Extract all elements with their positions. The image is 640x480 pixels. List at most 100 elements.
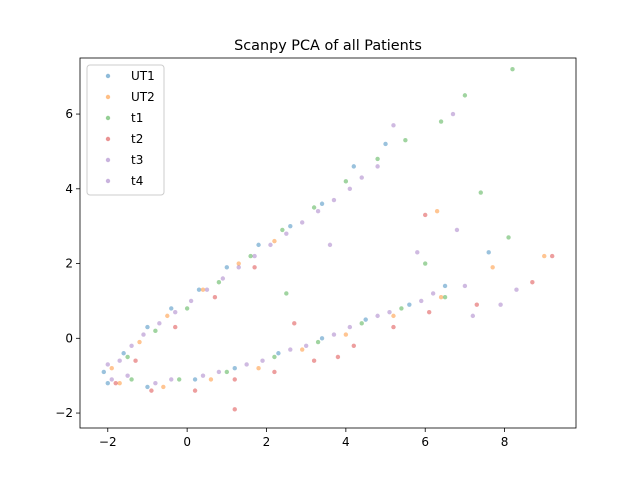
data-point [256,366,261,371]
legend-label: t4 [131,174,143,188]
data-point [137,339,142,345]
data-point [462,93,468,98]
data-point [375,164,380,169]
data-point [490,265,495,270]
legend-label: UT1 [131,69,155,83]
data-point [486,250,491,255]
x-tick-label: 4 [342,435,350,449]
data-point [169,306,174,311]
legend-label: t1 [131,111,143,125]
data-point [113,380,118,386]
data-point [208,377,214,382]
data-point [204,287,210,292]
data-point [391,123,396,128]
data-point [315,339,321,345]
data-point [327,242,333,248]
data-point [145,324,150,330]
data-point [188,298,194,304]
data-point [391,324,396,330]
data-point [315,209,321,214]
data-point [260,358,265,363]
data-point [387,309,392,315]
data-point [272,354,277,360]
legend-marker [105,73,111,79]
data-point [300,347,305,352]
data-point [426,309,432,315]
data-point [399,306,404,311]
data-point [343,179,349,184]
data-point [272,238,277,244]
data-point [375,313,380,319]
data-point [375,156,380,162]
data-point [173,309,178,315]
data-point [450,111,456,117]
data-point [284,231,289,236]
data-point [232,366,237,371]
x-tick-label: 8 [501,435,509,449]
y-tick-label: −2 [55,406,73,420]
data-point [224,265,230,270]
legend-marker [105,94,111,100]
data-point [415,250,420,255]
data-point [434,209,440,214]
data-point [101,369,107,375]
data-point [454,227,460,233]
data-point [272,369,277,375]
data-point [276,351,281,356]
data-point [442,294,448,300]
legend: UT1 UT2 t1 t2 t3 t4 [86,64,165,196]
data-point [331,332,337,337]
points-layer [101,67,555,412]
data-point [403,138,408,143]
data-point [236,261,241,266]
data-point [200,373,206,378]
x-axis: −2 0 2 4 6 8 [99,428,508,449]
y-tick-label: 0 [65,331,73,345]
x-tick-label: 0 [183,435,191,449]
data-point [549,253,555,259]
data-point [121,351,126,356]
data-point [196,287,202,292]
data-point [232,407,237,412]
data-point [288,347,293,352]
data-point [232,377,237,382]
data-point [351,164,356,169]
data-point [252,265,257,270]
data-point [347,186,353,192]
data-point [335,354,341,360]
data-point [145,384,150,390]
data-point [300,220,305,225]
data-point [347,324,353,330]
data-point [129,377,134,382]
data-point [252,253,257,259]
data-point [514,287,519,292]
data-point [319,336,325,341]
data-point [200,287,206,292]
y-tick-label: 2 [65,257,73,271]
data-point [311,205,317,210]
data-point [292,321,297,326]
data-point [331,197,337,203]
data-point [419,298,424,304]
data-point [319,201,325,206]
data-point [248,253,253,259]
data-point [343,332,349,337]
data-point [153,380,158,386]
data-point [407,302,412,307]
data-point [462,283,468,289]
data-point [165,313,170,319]
legend-box [86,64,165,196]
data-point [391,313,396,319]
chart-title: Scanpy PCA of all Patients [234,38,422,54]
data-point [105,380,110,386]
data-point [236,265,241,270]
data-point [363,317,368,322]
data-point [498,302,503,307]
data-point [117,380,122,386]
data-point [192,377,198,382]
data-point [133,358,138,363]
data-point [149,388,154,393]
data-point [109,366,114,371]
data-point [125,354,130,360]
